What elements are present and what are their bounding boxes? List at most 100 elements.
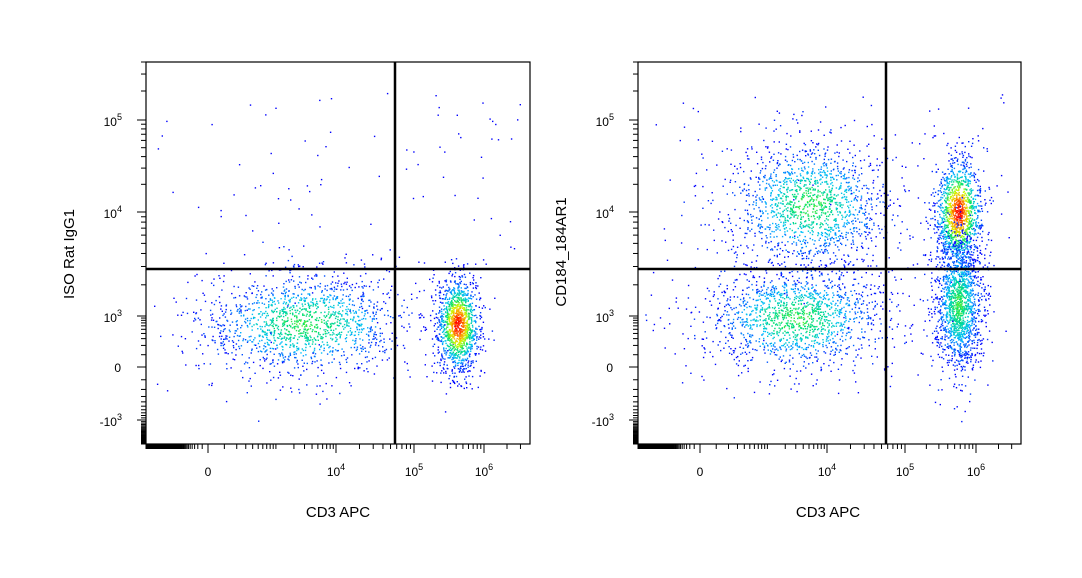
- event-dot: [286, 325, 289, 328]
- event-dot: [370, 327, 372, 329]
- event-dot: [763, 277, 766, 279]
- event-dot: [306, 185, 309, 187]
- event-dot: [868, 231, 870, 234]
- event-dot: [451, 341, 453, 344]
- event-dot: [339, 363, 341, 366]
- event-dot: [466, 330, 469, 332]
- event-dot: [332, 338, 334, 340]
- event-dot: [425, 354, 427, 356]
- event-dot: [246, 392, 248, 394]
- event-dot: [770, 211, 773, 214]
- event-dot: [469, 338, 471, 340]
- event-dot: [808, 215, 810, 217]
- event-dot: [291, 312, 294, 314]
- event-dot: [343, 351, 345, 353]
- event-dot: [249, 377, 251, 380]
- event-dot: [349, 330, 351, 332]
- event-dot: [317, 339, 319, 341]
- event-dot: [807, 166, 810, 168]
- event-dot: [878, 228, 880, 230]
- event-dot: [368, 305, 371, 307]
- event-dot: [779, 247, 782, 250]
- event-dot: [764, 228, 766, 230]
- event-dot: [458, 344, 460, 346]
- event-dot: [320, 359, 322, 361]
- event-dot: [284, 308, 286, 310]
- event-dot: [912, 236, 914, 238]
- event-dot: [325, 315, 328, 317]
- event-dot: [265, 114, 267, 116]
- event-dot: [337, 325, 340, 327]
- event-dot: [282, 293, 284, 295]
- event-dot: [283, 246, 285, 248]
- event-dot: [234, 296, 237, 299]
- event-dot: [220, 215, 222, 218]
- event-dot: [729, 181, 731, 183]
- event-dot: [801, 198, 803, 201]
- event-dot: [768, 183, 770, 185]
- event-dot: [471, 345, 473, 348]
- event-dot: [788, 251, 790, 253]
- event-dot: [451, 334, 453, 336]
- event-dot: [476, 336, 478, 338]
- event-dot: [762, 161, 764, 164]
- event-dot: [453, 293, 456, 295]
- event-dot: [456, 306, 459, 308]
- event-dot: [294, 309, 296, 311]
- event-dot: [837, 240, 839, 242]
- event-dot: [790, 214, 793, 216]
- event-dot: [195, 312, 197, 315]
- event-dot: [439, 310, 441, 312]
- event-dot: [264, 360, 266, 362]
- event-dot: [919, 143, 921, 145]
- event-dot: [280, 329, 283, 331]
- event-dot: [320, 184, 322, 186]
- event-dot: [869, 232, 871, 234]
- event-dot: [344, 326, 346, 329]
- event-dot: [462, 329, 464, 331]
- x-tick-label: 0: [205, 465, 212, 479]
- event-dot: [804, 242, 806, 245]
- event-dot: [799, 234, 801, 237]
- event-dot: [312, 278, 314, 280]
- event-dot: [832, 184, 834, 187]
- event-dot: [449, 280, 452, 282]
- event-dot: [787, 164, 789, 166]
- event-dot: [333, 286, 336, 288]
- event-dot: [455, 339, 457, 342]
- event-dot: [809, 200, 811, 202]
- event-dot: [849, 211, 851, 213]
- event-dot: [357, 323, 359, 325]
- event-dot: [297, 363, 299, 365]
- event-dot: [460, 290, 462, 292]
- event-dot: [472, 335, 475, 338]
- event-dot: [376, 308, 379, 311]
- event-dot: [358, 353, 361, 355]
- event-dot: [352, 310, 354, 312]
- event-dot: [843, 193, 845, 196]
- event-dot: [434, 323, 436, 325]
- event-dot: [467, 312, 470, 314]
- event-dot: [470, 318, 473, 320]
- event-dot: [354, 320, 357, 323]
- event-dot: [868, 188, 870, 190]
- event-dot: [295, 321, 298, 323]
- event-dot: [480, 330, 482, 333]
- event-dot: [283, 322, 286, 324]
- event-dot: [469, 332, 471, 334]
- event-dot: [329, 351, 331, 353]
- event-dot: [460, 338, 462, 340]
- event-dot: [254, 337, 256, 339]
- event-dot: [444, 321, 446, 323]
- event-dot: [301, 298, 303, 300]
- event-dot: [194, 319, 197, 321]
- event-dot: [770, 173, 772, 175]
- event-dot: [776, 162, 779, 164]
- event-dot: [436, 338, 438, 340]
- event-dot: [815, 156, 817, 159]
- event-dot: [846, 214, 848, 216]
- event-dot: [270, 379, 272, 381]
- event-dot: [296, 348, 298, 350]
- event-dot: [813, 243, 815, 245]
- event-dot: [242, 315, 245, 317]
